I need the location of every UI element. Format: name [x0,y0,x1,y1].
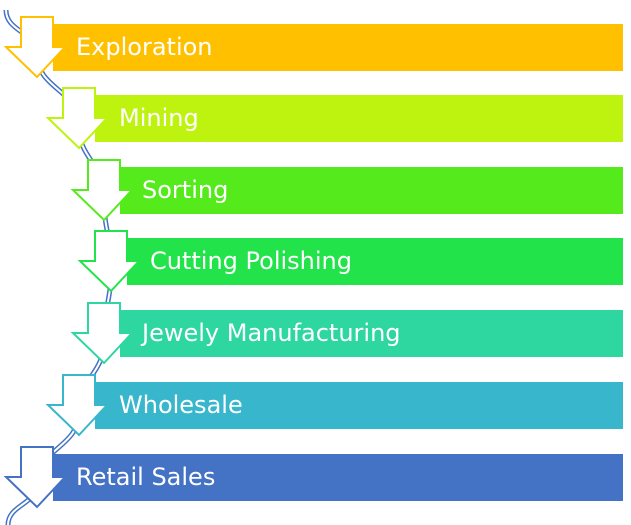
step-bar: Jewely Manufacturing [120,310,623,357]
step-label: Jewely Manufacturing [142,319,401,347]
step-bar: Sorting [120,167,623,214]
down-arrow-icon [45,87,110,150]
step-bar: Cutting Polishing [127,238,623,285]
step-bar: Mining [95,95,623,142]
step-label: Retail Sales [76,463,216,491]
step-label: Mining [119,104,199,132]
down-arrow-icon [70,302,135,365]
down-arrow-icon [45,374,110,437]
step-label: Sorting [142,176,229,204]
step-label: Cutting Polishing [150,247,352,275]
step-label: Wholesale [119,391,243,419]
down-arrow-icon [3,446,68,509]
step-label: Exploration [76,33,213,61]
step-bar: Wholesale [95,382,623,429]
down-arrow-icon [3,16,68,79]
down-arrow-icon [70,159,135,222]
step-bar: Retail Sales [53,454,623,501]
down-arrow-icon [77,230,142,293]
step-bar: Exploration [53,24,623,71]
